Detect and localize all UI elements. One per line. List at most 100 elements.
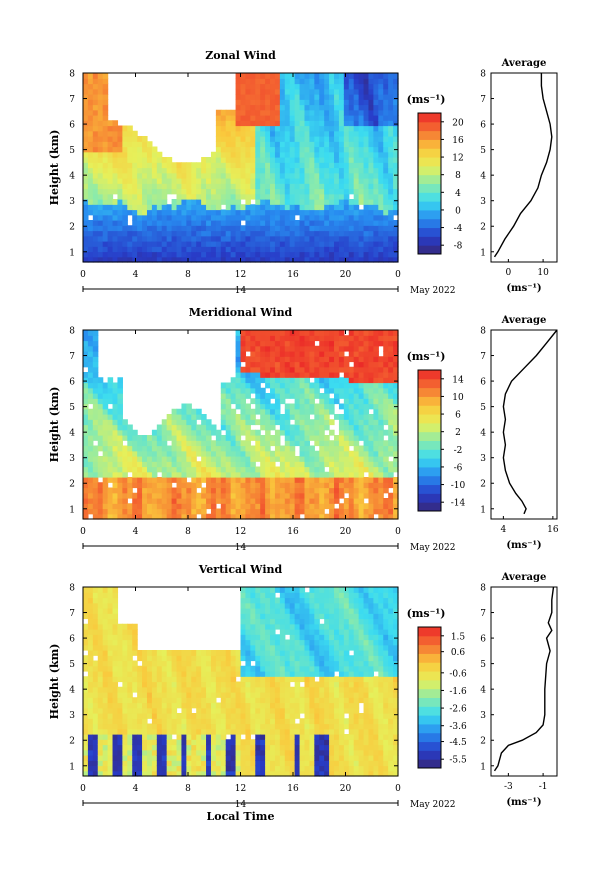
heatmap-cell <box>373 78 379 85</box>
heatmap-cell <box>255 209 261 216</box>
heatmap-cell <box>338 393 345 399</box>
heatmap-cell <box>156 235 163 242</box>
heatmap-cell <box>230 424 237 431</box>
heatmap-cell <box>274 435 281 441</box>
heatmap-cell <box>265 513 271 520</box>
heatmap-cell <box>358 214 365 221</box>
heatmap-cell <box>102 251 109 258</box>
heatmap-cell <box>206 178 212 184</box>
heatmap-cell <box>260 508 266 515</box>
heatmap-cell <box>279 414 286 420</box>
heatmap-cell <box>338 414 345 420</box>
heatmap-cell <box>210 162 217 169</box>
heatmap-cell <box>156 204 163 211</box>
heatmap-cell <box>373 398 379 405</box>
heatmap-cell <box>235 760 242 767</box>
heatmap-cell <box>210 482 217 489</box>
heatmap-cell <box>284 351 291 357</box>
heatmap-cell <box>107 162 114 169</box>
heatmap-cell <box>220 498 227 504</box>
heatmap-cell <box>314 162 320 169</box>
heatmap-cell <box>215 120 222 127</box>
heatmap-cell <box>368 167 374 174</box>
heatmap-cell <box>314 503 320 510</box>
heatmap-cell <box>368 220 374 226</box>
heatmap-cell <box>284 141 291 148</box>
heatmap-cell <box>294 503 301 510</box>
heatmap-cell <box>151 660 158 667</box>
heatmap-cell <box>299 424 306 431</box>
heatmap-cell <box>83 209 89 216</box>
heatmap-cell <box>240 718 247 725</box>
heatmap-cell <box>122 634 128 641</box>
colorbar-tick-label: 16 <box>452 136 464 146</box>
heatmap-cell <box>383 94 389 100</box>
heatmap-cell <box>383 445 389 452</box>
heatmap-cell <box>363 167 370 174</box>
heatmap-cell <box>186 466 192 473</box>
heatmap-cell <box>220 183 227 190</box>
heatmap-cell <box>294 340 301 347</box>
heatmap-cell <box>161 193 168 200</box>
heatmap-cell <box>250 713 256 719</box>
heatmap-cell <box>279 188 286 195</box>
heatmap-cell <box>373 120 379 127</box>
heatmap-cell <box>304 419 310 426</box>
heatmap-cell <box>92 650 99 656</box>
heatmap-cell <box>343 435 350 441</box>
heatmap-cell <box>314 73 320 79</box>
heatmap-cell <box>329 172 335 179</box>
heatmap-cell <box>255 707 261 714</box>
heatmap-cell <box>260 220 266 226</box>
heatmap-cell <box>97 587 104 593</box>
heatmap-cell <box>122 723 128 730</box>
heatmap-cell <box>309 387 315 394</box>
heatmap-cell <box>240 120 247 127</box>
heatmap-cell <box>314 83 320 90</box>
heatmap-cell <box>338 109 345 116</box>
heatmap-cell <box>270 172 276 179</box>
heatmap-cell <box>284 403 291 410</box>
heatmap-cell <box>201 172 207 179</box>
heatmap-cell <box>358 188 365 195</box>
heatmap-cell <box>348 251 355 258</box>
heatmap-cell <box>83 136 89 142</box>
heatmap-cell <box>358 345 365 352</box>
heatmap-cell <box>289 214 296 221</box>
heatmap-cell <box>176 723 183 730</box>
heatmap-cell <box>279 109 286 116</box>
heatmap-cell <box>309 487 315 494</box>
heatmap-cell <box>265 466 271 473</box>
heatmap-cell <box>127 723 133 730</box>
heatmap-cell <box>87 94 94 100</box>
heatmap-cell <box>309 235 315 242</box>
heatmap-cell <box>206 225 212 232</box>
heatmap-cell <box>151 681 158 688</box>
heatmap-cell <box>122 172 128 179</box>
heatmap-cell <box>240 650 247 656</box>
heatmap-cell <box>186 676 192 683</box>
heatmap-cell <box>309 372 315 378</box>
heatmap-cell <box>191 508 197 515</box>
heatmap-cell <box>294 372 301 378</box>
heatmap-cell <box>348 419 355 426</box>
heatmap-cell <box>166 723 173 730</box>
heatmap-cell <box>235 125 242 132</box>
heatmap-cell <box>255 749 261 756</box>
heatmap-cell <box>265 78 271 85</box>
heatmap-cell <box>240 671 247 677</box>
heatmap-cell <box>368 351 374 357</box>
heatmap-cell <box>220 408 227 415</box>
heatmap-cell <box>388 83 394 90</box>
heatmap-cell <box>348 398 355 405</box>
heatmap-cell <box>127 676 133 683</box>
heatmap-cell <box>255 744 261 751</box>
heatmap-cell <box>206 744 212 751</box>
heatmap-cell <box>250 503 256 510</box>
heatmap-cell <box>294 225 301 232</box>
heatmap-cell <box>319 450 325 457</box>
profile-y-tick-label: 6 <box>480 121 486 131</box>
heatmap-cell <box>83 162 89 169</box>
heatmap-cell <box>250 340 256 347</box>
heatmap-cell <box>324 435 330 441</box>
